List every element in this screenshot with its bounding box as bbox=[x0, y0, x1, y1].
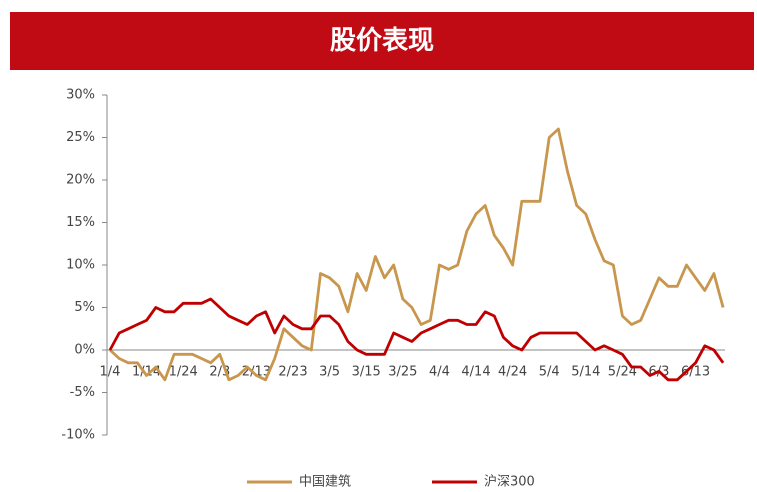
series-line bbox=[109, 127, 725, 382]
x-tick-label: 3/5 bbox=[319, 365, 340, 380]
y-tick-label: -10% bbox=[61, 428, 95, 443]
x-tick-label: 4/14 bbox=[461, 365, 490, 380]
x-tick-label: 5/14 bbox=[571, 365, 600, 380]
x-tick-label: 4/4 bbox=[429, 365, 450, 380]
chart-title: 股价表现 bbox=[10, 12, 754, 70]
y-tick-label: 5% bbox=[74, 300, 95, 315]
x-tick-label: 3/15 bbox=[352, 365, 381, 380]
legend-label: 中国建筑 bbox=[299, 474, 351, 490]
x-tick-label: 1/24 bbox=[169, 365, 198, 380]
x-tick-label: 5/4 bbox=[539, 365, 560, 380]
x-tick-label: 4/24 bbox=[498, 365, 527, 380]
x-tick-label: 5/24 bbox=[608, 365, 637, 380]
y-tick-label: 30% bbox=[66, 88, 95, 103]
y-tick-label: 25% bbox=[66, 130, 95, 145]
x-tick-label: 3/25 bbox=[388, 365, 417, 380]
y-tick-label: -5% bbox=[70, 385, 95, 400]
x-tick-label: 1/4 bbox=[100, 365, 121, 380]
x-tick-label: 2/23 bbox=[278, 365, 307, 380]
y-tick-label: 10% bbox=[66, 258, 95, 273]
legend-label: 沪深300 bbox=[484, 474, 535, 490]
y-tick-label: 0% bbox=[74, 343, 95, 358]
y-tick-label: 20% bbox=[66, 173, 95, 188]
y-tick-label: 15% bbox=[66, 215, 95, 230]
series-line bbox=[108, 297, 725, 382]
